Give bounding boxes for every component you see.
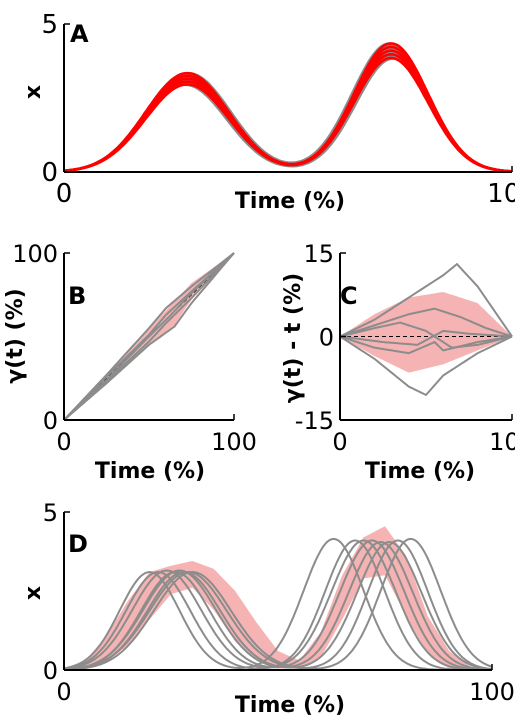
panel-a-curve (63, 45, 513, 173)
panel-d-curve (63, 540, 493, 671)
panel-a-curve (63, 42, 513, 173)
panel-c-curve (339, 321, 513, 349)
y-tick-label: 0 (43, 657, 58, 685)
panel-c-curve (339, 335, 513, 397)
x-tick-label: 0 (56, 678, 71, 706)
panel-c: -150150100Time (%)γ(t) - t (%)C (281, 240, 515, 484)
panel-a-mean-curve (63, 42, 513, 173)
panel-c-x-label: Time (%) (365, 459, 475, 484)
panel-a-mean-curve (63, 49, 513, 173)
panel-d-x-label: Time (%) (235, 693, 345, 718)
panel-b-y-label: γ(t) (%) (3, 288, 28, 383)
panel-c-letter: C (340, 282, 358, 310)
x-tick-label: 0 (332, 428, 347, 456)
panel-c-variance-band (340, 291, 512, 373)
y-tick-label: 0 (41, 158, 58, 188)
panel-c-curve (339, 307, 513, 338)
panel-a-mean-curve (63, 56, 513, 173)
panel-b-letter: B (68, 282, 86, 310)
x-tick-label: 100 (487, 179, 515, 209)
panel-a-curve (63, 51, 513, 173)
panel-a-mean-curve (63, 52, 513, 173)
panel-a-curve (63, 44, 513, 173)
panel-b-curve (63, 252, 235, 421)
y-tick-label: 15 (303, 240, 334, 268)
panel-a-curve (63, 54, 513, 173)
panel-a-curve (63, 53, 513, 173)
panel-c-curve (339, 329, 513, 346)
y-tick-label: 0 (43, 407, 58, 435)
panel-a-curve (63, 57, 513, 173)
panel-d-curve (63, 539, 493, 671)
y-tick-label: -15 (295, 407, 334, 435)
x-tick-label: 0 (56, 428, 71, 456)
x-tick-label: 100 (489, 428, 515, 456)
panel-a-letter: A (70, 20, 89, 48)
panel-c-curve (339, 335, 513, 355)
panel-b-curve (63, 252, 235, 421)
y-tick-label: 5 (43, 499, 58, 527)
panel-b-x-label: Time (%) (95, 459, 205, 484)
panel-a-x-label: Time (%) (235, 189, 345, 214)
panel-d-curve (63, 537, 493, 671)
panel-d-curve (63, 537, 492, 671)
y-tick-label: 0 (319, 324, 334, 352)
panel-a-curve (63, 47, 513, 173)
y-tick-label: 5 (41, 10, 58, 40)
panel-d-variance-band (64, 526, 492, 670)
x-tick-label: 100 (211, 428, 257, 456)
panel-c-y-label: γ(t) - t (%) (281, 273, 306, 403)
panel-c-curve (339, 262, 513, 338)
panel-a-curve (63, 49, 513, 173)
x-tick-label: 100 (469, 678, 515, 706)
y-tick-label: 100 (12, 240, 58, 268)
x-tick-label: 0 (56, 179, 73, 209)
panel-d-y-label: x (21, 586, 46, 600)
panel-a-y-label: x (21, 85, 46, 99)
panel-a-mean-curve (63, 45, 513, 173)
panel-d-letter: D (68, 530, 88, 558)
